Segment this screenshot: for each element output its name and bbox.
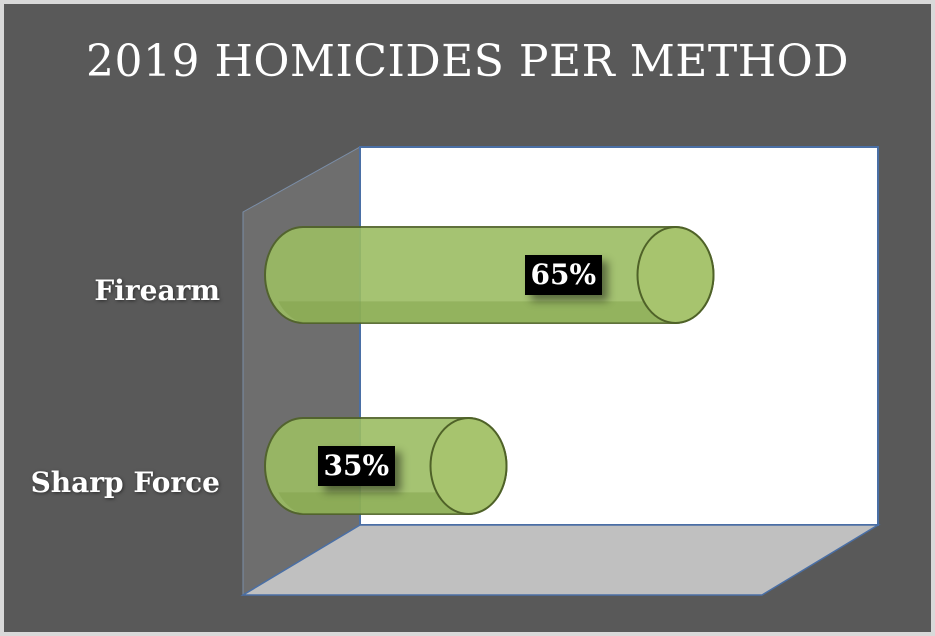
category-label: Sharp Force	[30, 466, 220, 499]
data-label: 35%	[317, 446, 396, 486]
bar-end-cap	[636, 226, 715, 324]
bar-end-cap	[429, 417, 508, 515]
chart-title: 2019 HOMICIDES PER METHOD	[86, 36, 849, 87]
side-wall	[242, 146, 361, 596]
bar-firearm	[264, 226, 715, 324]
category-label: Firearm	[94, 274, 220, 307]
bar-shade	[278, 492, 470, 514]
bar-shade	[278, 301, 677, 323]
data-label: 65%	[524, 255, 603, 295]
floor	[240, 524, 881, 596]
